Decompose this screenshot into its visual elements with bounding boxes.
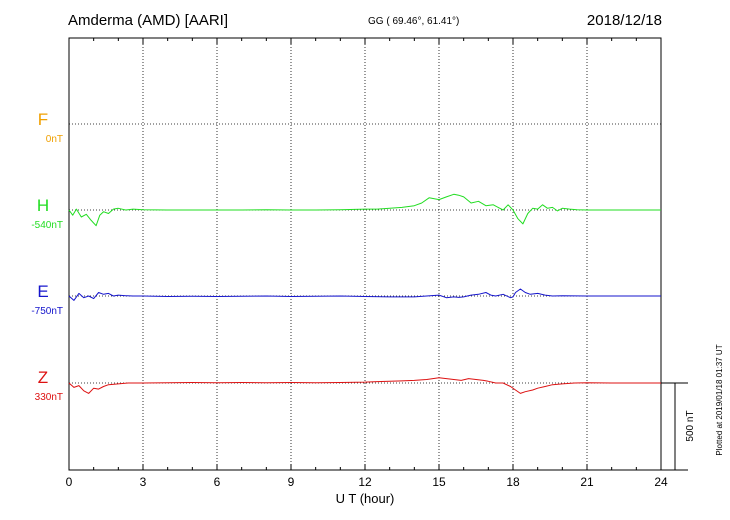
station-title: Amderma (AMD) [AARI] [68,12,228,29]
x-tick-label: 21 [580,475,594,489]
x-tick-label: 15 [432,475,446,489]
grid [69,38,661,470]
series-line-h [68,193,661,227]
series-line-z [68,377,661,394]
baseline-label-h: -540nT [31,220,63,231]
x-tick-label: 24 [654,475,668,489]
series-layer [68,193,661,394]
scale-bar-label: 500 nT [685,410,696,441]
x-tick-label: 9 [288,475,295,489]
component-label-f: F [38,110,48,129]
plotted-at-note: Plotted at 2019/01/18 01:37 UT [715,344,724,455]
component-label-h: H [37,196,49,215]
x-tick-label: 3 [140,475,147,489]
component-label-e: E [37,282,48,301]
baseline-label-z: 330nT [35,392,63,403]
date-label: 2018/12/18 [587,12,662,29]
x-tick-label: 12 [358,475,372,489]
x-tick-label: 0 [66,475,73,489]
baseline-label-f: 0nT [46,134,63,145]
x-axis-ticks: 0 3 6 9 12 15 18 21 24 [66,38,668,489]
x-tick-label: 6 [214,475,221,489]
component-label-z: Z [38,368,48,387]
x-axis-label: U T (hour) [336,491,395,506]
series-line-e [68,288,661,301]
scale-bar: 500 nT [661,382,696,471]
x-tick-label: 18 [506,475,520,489]
baseline-label-e: -750nT [31,306,63,317]
geo-coords: GG ( 69.46°, 61.41°) [368,16,459,27]
